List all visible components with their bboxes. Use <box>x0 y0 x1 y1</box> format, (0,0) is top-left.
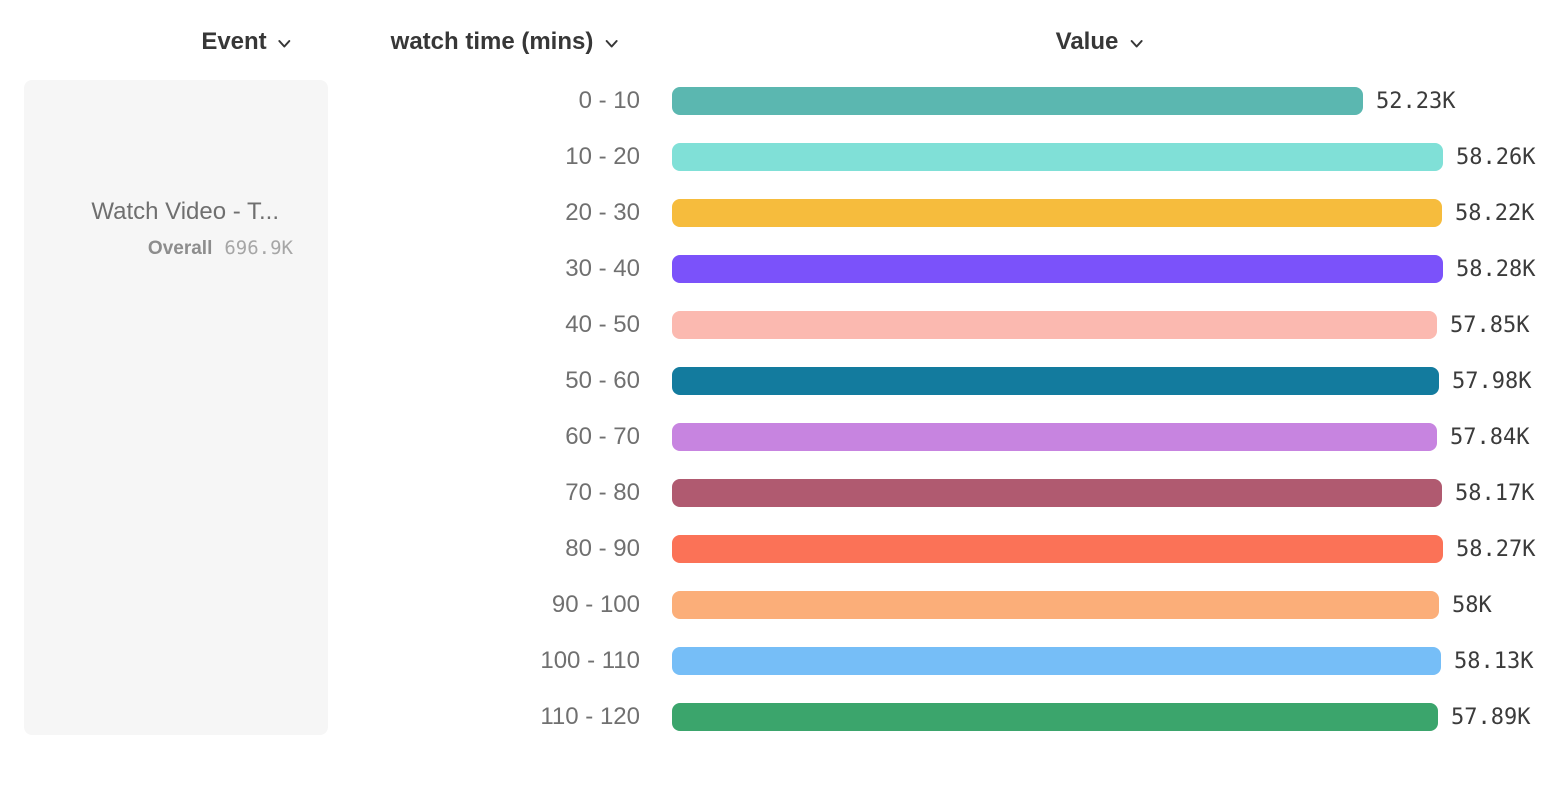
bar-value-label: 58K <box>1452 592 1492 618</box>
chart-row: 110 - 120 57.89K <box>0 689 1568 745</box>
bar-chart: 0 - 10 52.23K 10 - 20 58.26K 20 - 30 58.… <box>0 73 1568 745</box>
value-column-header[interactable]: Value <box>1056 28 1145 56</box>
chart-row: 100 - 110 58.13K <box>0 633 1568 689</box>
breakdown-column-label: watch time (mins) <box>390 28 594 55</box>
bar-value-label: 58.17K <box>1455 480 1535 506</box>
chart-row: 0 - 10 52.23K <box>0 73 1568 129</box>
bar-value-label: 57.84K <box>1450 424 1530 450</box>
chart-row: 60 - 70 57.84K <box>0 409 1568 465</box>
bar-category-label: 100 - 110 <box>540 647 640 674</box>
bar-category-label: 60 - 70 <box>565 423 640 450</box>
chart-row: 20 - 30 58.22K <box>0 185 1568 241</box>
bar[interactable] <box>672 423 1437 451</box>
bar-category-label: 90 - 100 <box>551 591 640 618</box>
bar-category-label: 50 - 60 <box>565 367 640 394</box>
chart-row: 80 - 90 58.27K <box>0 521 1568 577</box>
bar[interactable] <box>672 703 1438 731</box>
bar-value-label: 58.27K <box>1456 536 1536 562</box>
bar[interactable] <box>672 647 1441 675</box>
bar-category-label: 110 - 120 <box>540 703 640 730</box>
bar-value-label: 57.89K <box>1451 704 1531 730</box>
bar-value-label: 58.13K <box>1454 648 1534 674</box>
chart-row: 50 - 60 57.98K <box>0 353 1568 409</box>
bar-category-label: 20 - 30 <box>565 199 640 226</box>
bar[interactable] <box>672 311 1437 339</box>
bar[interactable] <box>672 479 1442 507</box>
bar-category-label: 40 - 50 <box>565 311 640 338</box>
overall-value: 696.9K <box>224 237 293 259</box>
overall-row: Overall 696.9K <box>148 237 293 260</box>
bar-value-label: 58.28K <box>1456 256 1536 282</box>
overall-label: Overall <box>147 238 213 259</box>
chevron-down-icon <box>605 40 618 48</box>
bar[interactable] <box>672 199 1442 227</box>
bar-value-label: 57.98K <box>1452 368 1532 394</box>
chart-row: 40 - 50 57.85K <box>0 297 1568 353</box>
chevron-down-icon <box>278 40 291 48</box>
bar[interactable] <box>672 255 1443 283</box>
bar-category-label: 80 - 90 <box>565 535 640 562</box>
bar-category-label: 30 - 40 <box>565 255 640 282</box>
bar[interactable] <box>672 87 1363 115</box>
bar-category-label: 10 - 20 <box>565 143 640 170</box>
bar-value-label: 52.23K <box>1376 88 1456 114</box>
value-column-label: Value <box>1055 28 1119 55</box>
event-column-header[interactable]: Event <box>201 28 292 56</box>
bar-category-label: 70 - 80 <box>565 479 640 506</box>
chevron-down-icon <box>1130 40 1143 48</box>
bar-category-label: 0 - 10 <box>578 87 640 114</box>
bar-value-label: 58.22K <box>1455 200 1535 226</box>
bar[interactable] <box>672 591 1439 619</box>
bar-value-label: 57.85K <box>1450 312 1530 338</box>
event-segment-card[interactable]: Watch Video - T... Overall 696.9K <box>24 80 328 735</box>
breakdown-column-header[interactable]: watch time (mins) <box>391 28 620 56</box>
chart-row: 90 - 100 58K <box>0 577 1568 633</box>
event-title: Watch Video - T... <box>91 198 279 225</box>
chart-row: 70 - 80 58.17K <box>0 465 1568 521</box>
chart-row: 30 - 40 58.28K <box>0 241 1568 297</box>
chart-row: 10 - 20 58.26K <box>0 129 1568 185</box>
bar[interactable] <box>672 367 1439 395</box>
bar[interactable] <box>672 535 1443 563</box>
bar[interactable] <box>672 143 1443 171</box>
bar-value-label: 58.26K <box>1456 144 1536 170</box>
event-column-label: Event <box>201 28 267 55</box>
